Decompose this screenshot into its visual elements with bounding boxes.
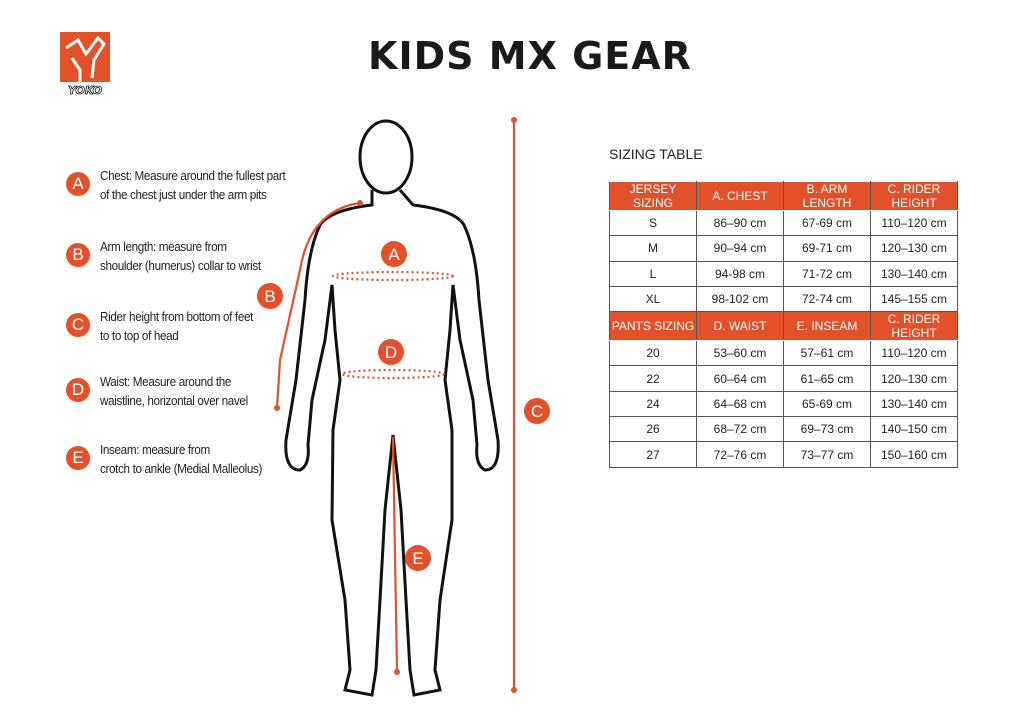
marker-d xyxy=(378,339,404,365)
instruction-arm: B Arm length: measure from shoulder (humer… xyxy=(66,237,279,275)
table-cell: 110–120 cm xyxy=(870,340,958,367)
table-row: XL 98-102 cm 72-74 cm 145–155 cm xyxy=(609,285,958,313)
logo-mark-icon: YOKO xyxy=(60,32,110,97)
pants-header-row: PANTS SIZING D. WAIST E. INSEAM C. RIDER HE… xyxy=(609,311,958,342)
table-row: 20 53–60 cm 57–61 cm 110–120 cm xyxy=(609,340,958,367)
table-cell: 26 xyxy=(609,416,697,443)
marker-e xyxy=(405,545,431,571)
table-row: 22 60–64 cm 61–65 cm 120–130 cm xyxy=(609,365,958,392)
table-cell: A. CHEST xyxy=(696,181,784,211)
marker-c-label: C xyxy=(531,402,543,421)
table-cell: 72-74 cm xyxy=(783,285,871,313)
instruction-text: Chest: Measure around the fullest part xyxy=(100,168,286,183)
table-cell: S xyxy=(609,209,697,237)
table-cell: 27 xyxy=(609,441,697,468)
waist-line xyxy=(340,368,446,380)
instruction-inseam: E Inseam: measure from crotch to ankle (Me… xyxy=(66,440,280,478)
table-cell: 53–60 cm xyxy=(696,340,784,367)
table-cell: 24 xyxy=(609,390,697,418)
table-cell: 110–120 cm xyxy=(870,209,958,237)
inseam-line xyxy=(391,436,399,673)
instruction-text: to to top of head xyxy=(100,328,179,343)
table-cell: 130–140 cm xyxy=(870,260,958,287)
instruction-text: Inseam: measure from xyxy=(100,442,210,457)
marker-c xyxy=(524,398,550,424)
sizing-table-label: SIZING TABLE xyxy=(609,146,703,162)
marker-e-label: E xyxy=(412,549,423,568)
instruction-text: waistline, horizontal over navel xyxy=(100,393,248,408)
marker-b-label: B xyxy=(264,287,275,306)
arm-line xyxy=(275,201,361,409)
chest-line xyxy=(331,270,455,282)
badge-a: A xyxy=(66,172,90,196)
badge-c: C xyxy=(66,313,90,337)
table-cell: 61–65 cm xyxy=(783,365,871,392)
table-cell: PANTS SIZING xyxy=(609,311,697,342)
badge-d: D xyxy=(66,378,90,402)
table-cell: 20 xyxy=(609,340,697,367)
instruction-height: C Rider height from bottom of feet to to t… xyxy=(66,307,270,345)
table-cell: 150–160 cm xyxy=(870,441,958,468)
table-row: M 90–94 cm 69-71 cm 120–130 cm xyxy=(609,235,958,262)
table-cell: E. INSEAM xyxy=(783,311,871,342)
table-cell: 57–61 cm xyxy=(783,340,871,367)
instruction-text: crotch to ankle (Medial Malleolus) xyxy=(100,461,263,476)
table-cell: 72–76 cm xyxy=(696,441,784,468)
table-cell: C. RIDER HEIGHT xyxy=(870,181,958,211)
jersey-header-row: JERSEY SIZING A. CHEST B. ARM LENGTH C. RID… xyxy=(609,181,958,211)
table-cell: 69–73 cm xyxy=(783,416,871,443)
instruction-text: Waist: Measure around the xyxy=(100,374,232,389)
table-row: S 86–90 cm 67-69 cm 110–120 cm xyxy=(609,209,958,237)
table-cell: 90–94 cm xyxy=(696,235,784,262)
table-cell: 120–130 cm xyxy=(870,235,958,262)
table-row: 26 68–72 cm 69–73 cm 140–150 cm xyxy=(609,416,958,443)
table-cell: 69-71 cm xyxy=(783,235,871,262)
table-cell: 130–140 cm xyxy=(870,390,958,418)
table-cell: 98-102 cm xyxy=(696,285,784,313)
table-cell: 71-72 cm xyxy=(783,260,871,287)
table-cell: 120–130 cm xyxy=(870,365,958,392)
table-cell: 60–64 cm xyxy=(696,365,784,392)
table-cell: 140–150 cm xyxy=(870,416,958,443)
badge-e: E xyxy=(66,446,90,470)
table-cell: 145–155 cm xyxy=(870,285,958,313)
badge-b: B xyxy=(66,243,90,267)
table-cell: 65-69 cm xyxy=(783,390,871,418)
table-cell: M xyxy=(609,235,697,262)
marker-b xyxy=(257,283,283,309)
table-cell: 67-69 cm xyxy=(783,209,871,237)
table-cell: JERSEY SIZING xyxy=(609,181,697,211)
yoko-logo: YOKO xyxy=(58,30,112,105)
instruction-text: of the chest just under the arm pits xyxy=(100,187,267,202)
svg-text:YOKO: YOKO xyxy=(68,84,102,97)
marker-d-label: D xyxy=(385,343,397,362)
table-row: 24 64–68 cm 65-69 cm 130–140 cm xyxy=(609,390,958,418)
table-cell: 73–77 cm xyxy=(783,441,871,468)
table-cell: C. RIDER HEIGHT xyxy=(870,311,958,342)
table-cell: 94-98 cm xyxy=(696,260,784,287)
sizing-table: JERSEY SIZING A. CHEST B. ARM LENGTH C. RID… xyxy=(609,181,958,468)
page-title: KIDS MX GEAR xyxy=(368,34,692,78)
table-cell: 64–68 cm xyxy=(696,390,784,418)
table-row: 27 72–76 cm 73–77 cm 150–160 cm xyxy=(609,441,958,468)
instruction-waist: D Waist: Measure around the waistline, hor… xyxy=(66,372,264,410)
table-cell: B. ARM LENGTH xyxy=(783,181,871,211)
marker-a-label: A xyxy=(388,245,400,264)
table-cell: 86–90 cm xyxy=(696,209,784,237)
table-cell: 22 xyxy=(609,365,697,392)
instruction-chest: A Chest: Measure around the fullest part o… xyxy=(66,166,306,204)
table-cell: 68–72 cm xyxy=(696,416,784,443)
table-cell: L xyxy=(609,260,697,287)
table-row: L 94-98 cm 71-72 cm 130–140 cm xyxy=(609,260,958,287)
instruction-text: Rider height from bottom of feet xyxy=(100,309,254,324)
instruction-text: Arm length: measure from xyxy=(100,239,227,254)
marker-a xyxy=(381,241,407,267)
instruction-text: shoulder (humerus) collar to wrist xyxy=(100,258,261,273)
table-cell: D. WAIST xyxy=(696,311,784,342)
body-outline xyxy=(284,119,500,697)
table-cell: XL xyxy=(609,285,697,313)
